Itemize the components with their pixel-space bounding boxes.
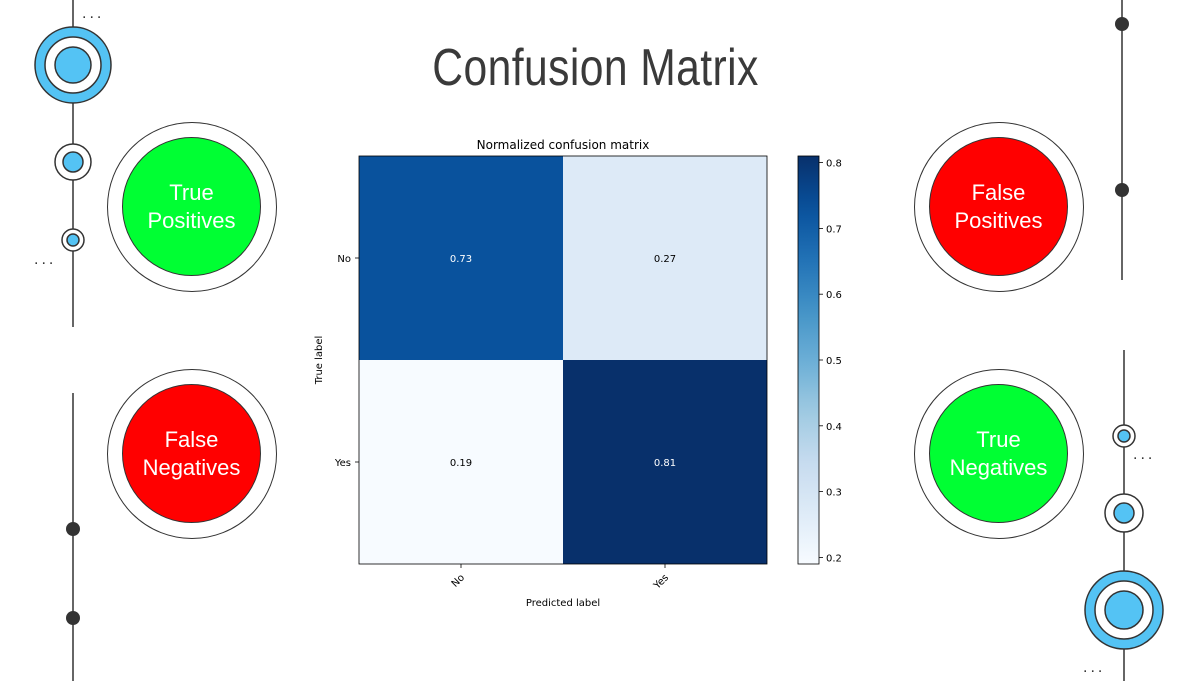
x-tick-label: Yes bbox=[651, 572, 671, 592]
colorbar-tick-label: 0.6 bbox=[826, 290, 842, 301]
colorbar-tick-label: 0.7 bbox=[826, 224, 842, 235]
ellipsis-icon: ... bbox=[82, 5, 104, 22]
cell-value-label: 0.73 bbox=[450, 254, 472, 265]
dot-icon bbox=[66, 611, 80, 625]
heatmap-cell bbox=[359, 360, 563, 564]
colorbar-tick-label: 0.3 bbox=[826, 488, 842, 499]
true-negatives-badge: True Negatives bbox=[914, 369, 1084, 539]
false-negatives-circle: False Negatives bbox=[122, 384, 261, 523]
dot-icon bbox=[1115, 183, 1129, 197]
true-positives-circle: True Positives bbox=[122, 137, 261, 276]
colorbar bbox=[797, 155, 820, 565]
true-negatives-circle: True Negatives bbox=[929, 384, 1068, 523]
cell-value-label: 0.19 bbox=[450, 458, 472, 469]
colorbar-tick-label: 0.5 bbox=[826, 356, 842, 367]
badge-label: False bbox=[971, 179, 1026, 205]
badge-label: Positives bbox=[954, 207, 1043, 233]
heatmap-cell bbox=[563, 156, 767, 360]
confusion-matrix-chart: Normalized confusion matrix 0.73 0.27 0.19 0… bbox=[314, 138, 842, 609]
cell-value-label: 0.27 bbox=[654, 254, 676, 265]
badge-label: Negatives bbox=[949, 454, 1048, 480]
badge-label: True bbox=[976, 426, 1021, 452]
cell-value-label: 0.81 bbox=[654, 458, 676, 469]
ellipsis-icon: ... bbox=[1133, 446, 1155, 463]
true-positives-badge: True Positives bbox=[107, 122, 277, 292]
false-positives-circle: False Positives bbox=[929, 137, 1068, 276]
ellipsis-icon: ... bbox=[34, 251, 56, 268]
x-axis-label: Predicted label bbox=[526, 598, 600, 609]
y-tick-label: Yes bbox=[334, 458, 351, 469]
y-tick-label: No bbox=[337, 254, 351, 265]
colorbar-tick-label: 0.8 bbox=[826, 159, 842, 170]
y-axis-label: True label bbox=[314, 336, 325, 386]
badge-label: False bbox=[164, 426, 219, 452]
colorbar-tick-label: 0.4 bbox=[826, 422, 842, 433]
badge-label: True bbox=[169, 179, 214, 205]
plot-frame bbox=[358, 155, 768, 565]
dot-icon bbox=[66, 522, 80, 536]
slide-title: Confusion Matrix bbox=[432, 39, 759, 97]
chart-title: Normalized confusion matrix bbox=[477, 138, 650, 152]
x-tick-label: No bbox=[450, 572, 467, 589]
badge-label: Positives bbox=[147, 207, 236, 233]
heatmap-cell bbox=[359, 156, 563, 360]
badge-label: Negatives bbox=[142, 454, 241, 480]
dot-icon bbox=[1115, 17, 1129, 31]
false-negatives-badge: False Negatives bbox=[107, 369, 277, 539]
heatmap-cell bbox=[563, 360, 767, 564]
ellipsis-icon: ... bbox=[1083, 659, 1105, 676]
false-positives-badge: False Positives bbox=[914, 122, 1084, 292]
colorbar-tick-label: 0.2 bbox=[826, 553, 842, 564]
